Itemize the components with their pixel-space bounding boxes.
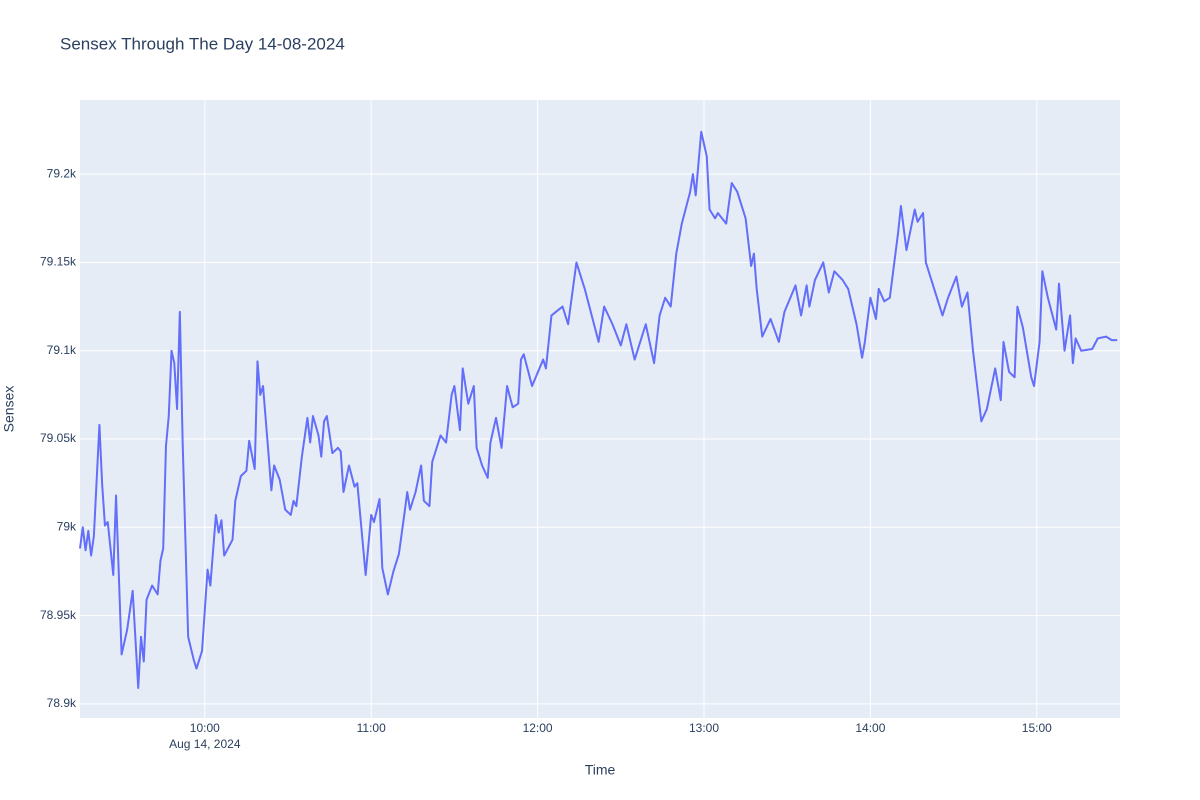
x-tick-label: 12:00: [523, 721, 553, 735]
x-tick-label: 14:00: [855, 721, 885, 735]
x-tick-label: 11:00: [357, 721, 386, 735]
marks: [79, 130, 1118, 689]
chart-title: Sensex Through The Day 14-08-2024: [60, 34, 345, 53]
x-axis-title: Time: [585, 762, 616, 778]
y-axis-title: Sensex: [1, 386, 17, 433]
y-tick-label: 79.1k: [47, 343, 77, 357]
y-tick-label: 79.2k: [47, 166, 77, 180]
y-tick-label: 78.9k: [47, 696, 77, 710]
grid: [80, 100, 1120, 718]
x-date-label: Aug 14, 2024: [169, 737, 241, 751]
x-tick-label: 15:00: [1022, 721, 1052, 735]
y-tick-label: 78.95k: [40, 608, 77, 622]
price-line: [79, 130, 1118, 689]
y-tick-label: 79k: [57, 519, 77, 533]
x-tick-label: 10:00: [190, 721, 220, 735]
y-tick-label: 79.05k: [40, 431, 77, 445]
plot-area: [80, 100, 1120, 718]
y-tick-label: 79.15k: [40, 255, 77, 269]
x-tick-label: 13:00: [689, 721, 719, 735]
